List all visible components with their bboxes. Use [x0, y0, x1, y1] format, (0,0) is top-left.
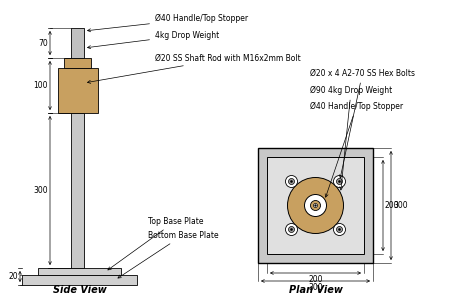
Text: 4kg Drop Weight: 4kg Drop Weight: [88, 31, 219, 49]
Text: 300: 300: [308, 283, 323, 292]
Text: Ø20 x 4 A2-70 SS Hex Bolts: Ø20 x 4 A2-70 SS Hex Bolts: [310, 68, 415, 178]
Text: Side View: Side View: [53, 285, 107, 295]
Text: Plan View: Plan View: [289, 285, 342, 295]
Text: 100: 100: [34, 81, 48, 90]
Bar: [71, 113, 84, 268]
Text: Ø90 4kg Drop Weight: Ø90 4kg Drop Weight: [310, 85, 392, 190]
Text: 200: 200: [308, 275, 323, 284]
Circle shape: [310, 201, 320, 211]
Circle shape: [315, 205, 316, 206]
Circle shape: [285, 224, 298, 235]
Bar: [267, 157, 364, 254]
Circle shape: [337, 178, 343, 185]
Text: 70: 70: [38, 38, 48, 48]
Text: 200: 200: [385, 201, 400, 210]
Text: Ø40 Handle/Top Stopper: Ø40 Handle/Top Stopper: [310, 102, 403, 197]
Circle shape: [285, 175, 298, 188]
Text: 20: 20: [9, 272, 18, 281]
Circle shape: [288, 178, 344, 234]
Text: Bottom Base Plate: Bottom Base Plate: [118, 231, 219, 278]
Circle shape: [289, 178, 294, 185]
Circle shape: [338, 228, 340, 231]
Text: 300: 300: [33, 186, 48, 195]
Bar: [258, 148, 373, 263]
Circle shape: [313, 204, 318, 208]
Bar: [38, 268, 121, 275]
Circle shape: [338, 181, 340, 182]
Text: Ø20 SS Shaft Rod with M16x2mm Bolt: Ø20 SS Shaft Rod with M16x2mm Bolt: [88, 54, 301, 83]
Circle shape: [334, 224, 346, 235]
Text: 300: 300: [393, 201, 408, 210]
Bar: [22, 275, 137, 285]
Bar: [58, 68, 98, 113]
Text: Ø40 Handle/Top Stopper: Ø40 Handle/Top Stopper: [88, 13, 248, 32]
Bar: [64, 58, 91, 68]
Circle shape: [291, 228, 292, 231]
Circle shape: [291, 181, 292, 182]
Circle shape: [289, 227, 294, 232]
Circle shape: [334, 175, 346, 188]
Circle shape: [337, 227, 343, 232]
Text: Top Base Plate: Top Base Plate: [108, 217, 203, 270]
Circle shape: [304, 195, 327, 217]
Bar: [71, 28, 84, 58]
